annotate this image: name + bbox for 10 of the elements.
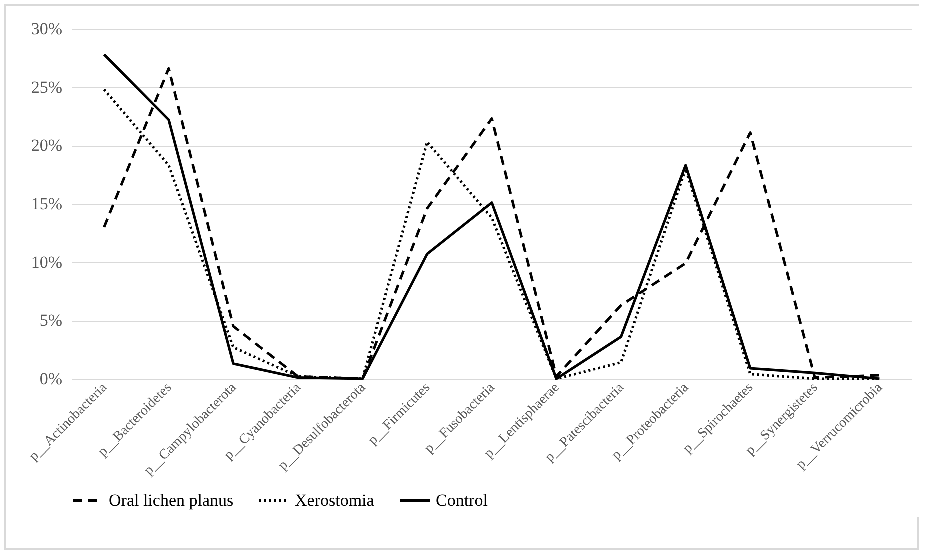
y-tick-label: 15%	[31, 194, 62, 214]
y-tick-label: 30%	[31, 20, 62, 38]
y-tick-label: 25%	[31, 78, 62, 97]
y-tick-label: 0%	[40, 370, 62, 388]
y-tick-label: 5%	[40, 311, 62, 330]
y-tick-label: 20%	[31, 136, 62, 156]
legend-label: Xerostomia	[295, 490, 375, 510]
legend-label: Control	[436, 490, 488, 510]
legend-label: Oral lichen planus	[109, 490, 234, 510]
y-tick-label: 10%	[31, 252, 62, 272]
